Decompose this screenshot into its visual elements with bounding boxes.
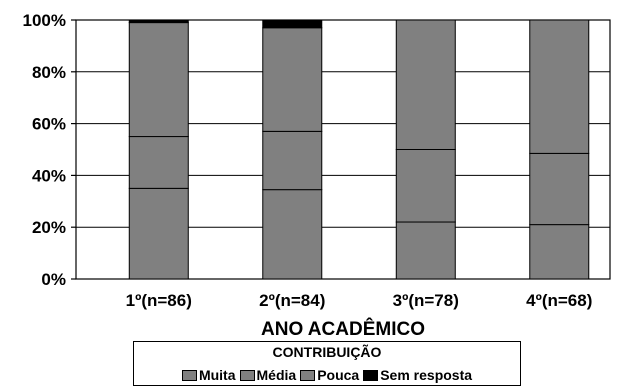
legend-title: CONTRIBUIÇÃO bbox=[272, 344, 382, 360]
legend-swatch bbox=[181, 370, 197, 381]
bar-segment bbox=[128, 19, 189, 24]
legend-swatch bbox=[300, 370, 316, 381]
bar-segment bbox=[529, 19, 590, 154]
y-tick-label: 0% bbox=[41, 270, 66, 289]
legend-items: Muita Média Pouca Sem resposta bbox=[134, 367, 520, 383]
y-tick-label: 20% bbox=[32, 218, 66, 237]
bar-segment bbox=[128, 136, 189, 189]
bar-segment bbox=[128, 187, 189, 280]
y-tick-label: 100% bbox=[23, 11, 66, 30]
legend-label: Pouca bbox=[317, 367, 360, 383]
y-tick-label: 40% bbox=[32, 166, 66, 185]
x-axis-label: ANO ACADÊMICO bbox=[261, 318, 425, 340]
legend-label: Sem resposta bbox=[380, 367, 473, 383]
bar-segment bbox=[128, 22, 189, 138]
x-tick-label: 2º(n=84) bbox=[259, 291, 325, 310]
bar-segment bbox=[395, 149, 456, 223]
bar-segment bbox=[395, 19, 456, 150]
legend-item: Sem resposta bbox=[363, 367, 472, 383]
bar-segment bbox=[262, 27, 323, 132]
bar-segment bbox=[529, 152, 590, 226]
legend-item: Pouca bbox=[300, 367, 359, 383]
bar-segment bbox=[262, 130, 323, 191]
stacked-bar-chart: 0% 20% 40% 60% 80% 100% 1º(n=86) 2º(n=84) 3º(n=7… bbox=[23, 11, 611, 340]
x-tick-label: 4º(n=68) bbox=[526, 291, 592, 310]
bar-segment bbox=[529, 224, 590, 280]
legend-item: Muita bbox=[181, 367, 236, 383]
legend-swatch bbox=[363, 370, 379, 381]
legend-label: Muita bbox=[198, 367, 236, 383]
legend: CONTRIBUIÇÃO Muita Média Pouca Sem resposta bbox=[133, 341, 521, 386]
y-tick-label: 60% bbox=[32, 115, 66, 134]
x-tick-label: 3º(n=78) bbox=[393, 291, 459, 310]
bar-segment bbox=[262, 19, 323, 29]
x-tick-label: 1º(n=86) bbox=[126, 291, 192, 310]
bar-segment bbox=[262, 189, 323, 280]
legend-item: Média bbox=[239, 367, 297, 383]
legend-swatch bbox=[239, 370, 255, 381]
legend-label: Média bbox=[256, 367, 297, 383]
y-tick-label: 80% bbox=[32, 63, 66, 82]
bar-segment bbox=[395, 221, 456, 280]
